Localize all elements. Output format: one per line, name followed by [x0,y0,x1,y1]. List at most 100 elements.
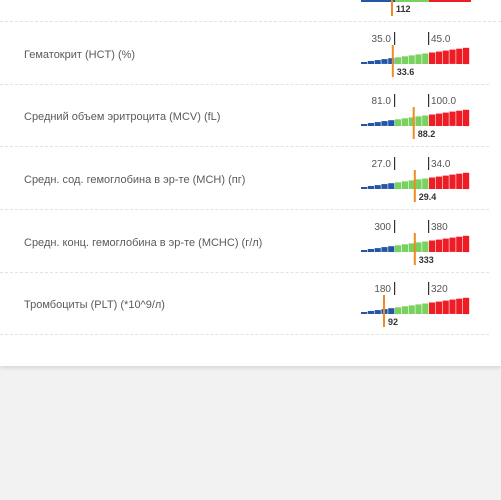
gauge-low-tick [394,220,396,233]
gauge-segment [361,250,368,252]
result-row: Гематокрит (HCT) (%) 35.0 45.0 33.6 [0,23,489,85]
gauge-low-tick [394,282,396,295]
gauge-low-label: 81.0 [372,96,392,107]
gauge-segment [381,184,388,189]
gauge-segment [367,186,374,189]
gauge-partial-low-bar [361,0,395,2]
gauge-partial: 112 [361,0,471,22]
partial-row-previous: 112 [0,0,501,22]
gauge-low-label: 27.0 [372,159,392,170]
gauge-segment [456,48,463,64]
result-row: Средний объем эритроцита (MCV) (fL) 81.0 1… [0,85,489,147]
gauge-segment [388,246,395,252]
gauge-segment [442,175,449,189]
gauge-segment [395,57,402,65]
gauge-segment [449,111,456,126]
gauge-segment [449,237,456,252]
gauge-segment [429,302,436,314]
result-gauge: 35.0 45.0 33.6 [361,29,471,85]
gauge-value-label: 29.4 [419,192,437,202]
gauge-partial-normal-bar [395,0,429,2]
gauge-segment [374,60,381,64]
result-label: Средний объем эритроцита (MCV) (fL) [24,111,221,123]
gauge-segment [435,113,442,126]
gauge-svg: 81.0 100.0 88.2 [361,94,470,139]
result-gauge: 81.0 100.0 88.2 [361,91,471,147]
gauge-segment [456,236,463,252]
gauge-segment [388,183,395,189]
gauge-value-label: 88.2 [418,129,436,139]
gauge-high-label: 320 [431,284,448,295]
gauge-partial-marker [391,0,393,16]
gauge-segment [415,179,422,189]
gauge-segment [415,116,422,126]
gauge-low-label: 180 [374,284,391,295]
result-row: Тромбоциты (PLT) (*10^9/л) 180 320 92 [0,273,489,335]
gauge-segment [435,301,442,314]
gauge-segment [408,243,415,252]
gauge-segment [463,109,470,127]
gauge-segment [361,187,368,189]
gauge-svg: 180 320 92 [361,282,470,327]
gauge-value-marker [383,295,385,327]
gauge-segment [401,244,408,252]
result-row: Средн. сод. гемоглобина в эр-те (MCH) (п… [0,148,489,210]
gauge-segment [435,239,442,252]
result-row: Средн. конц. гемоглобина в эр-те (MCHC) … [0,211,489,273]
gauge-segment [395,119,402,127]
gauge-segment [367,123,374,126]
gauge-value-marker [391,45,394,77]
gauge-segment [429,52,436,64]
gauge-high-label: 45.0 [431,34,451,45]
gauge-segment [401,181,408,189]
gauge-segment [422,115,429,126]
gauge-segment [435,51,442,64]
gauge-segment [449,49,456,64]
gauge-segment [415,304,422,314]
gauge-segment [408,55,415,64]
gauge-segment [429,240,436,252]
gauge-segment [422,178,429,189]
gauge-segment [456,173,463,189]
gauge-high-tick [428,220,430,233]
gauge-low-tick [394,32,396,45]
gauge-value-marker [412,107,415,139]
result-gauge: 180 320 92 [361,279,471,335]
gauge-segment [415,54,422,64]
gauge-value-marker [413,233,416,265]
gauge-partial-high-bar [429,0,471,2]
result-gauge: 27.0 34.0 29.4 [361,154,471,210]
gauge-segment [381,121,388,126]
gauge-segment [374,248,381,252]
gauge-segment [442,112,449,126]
gauge-segment [449,299,456,314]
gauge-segment [388,58,395,64]
gauge-partial-svg: 112 [361,0,471,16]
gauge-segment [463,235,470,253]
result-label: Тромбоциты (PLT) (*10^9/л) [24,299,165,311]
gauge-segment [367,249,374,252]
gauge-segment [395,307,402,315]
gauge-value-marker [413,170,416,202]
gauge-segment [367,311,374,314]
gauge-segment [395,182,402,190]
gauge-segment [463,47,470,65]
gauge-svg: 35.0 45.0 33.6 [361,32,470,77]
gauge-segment [429,114,436,126]
gauge-segment [388,120,395,126]
gauge-low-tick [394,157,396,170]
gauge-partial-value: 112 [396,4,411,14]
gauge-segment [381,59,388,64]
gauge-segment [442,238,449,252]
gauge-segment [422,53,429,64]
gauge-value-label: 92 [388,317,398,327]
gauge-segment [422,241,429,252]
gauge-low-tick [394,94,396,107]
gauge-segment [374,185,381,189]
gauge-segment [415,242,422,252]
gauge-segment [449,174,456,189]
gauge-segment [442,50,449,64]
gauge-segment [395,245,402,253]
result-label: Гематокрит (HCT) (%) [24,49,136,61]
gauge-svg: 300 380 333 [361,220,470,265]
